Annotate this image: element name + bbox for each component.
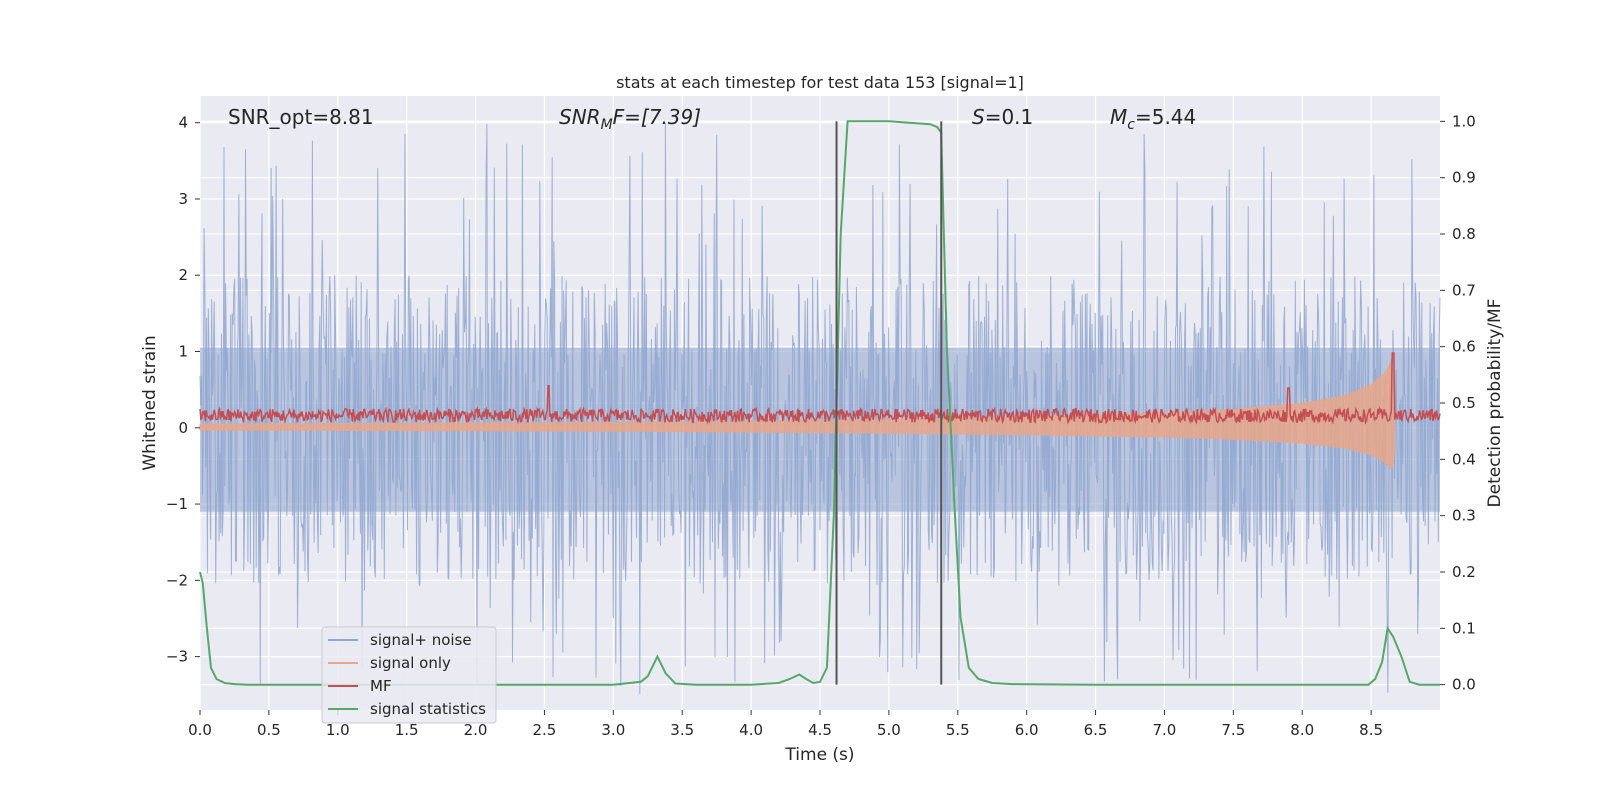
y-left-tick-label: 3 (178, 190, 188, 208)
y-right-tick-label: 0.4 (1452, 450, 1476, 468)
y-right-tick-label: 0.6 (1452, 338, 1476, 356)
annotation-snr-mf: SNRMF=[7.39] (559, 105, 701, 133)
chart-title: stats at each timestep for test data 153… (616, 73, 1024, 92)
x-tick-label: 0.0 (188, 721, 212, 739)
legend-label-signal-statistics: signal statistics (370, 700, 486, 718)
x-tick-label: 4.0 (739, 721, 763, 739)
legend: signal+ noise signal only MF signal stat… (321, 626, 497, 724)
x-axis-ticks: 0.0 0.5 1.0 1.5 2.0 2.5 3.0 3.5 4.0 4.5 5.0 5.5 6.0 6… (188, 710, 1383, 739)
y-right-tick-label: 0.5 (1452, 394, 1476, 412)
x-tick-label: 7.5 (1221, 721, 1245, 739)
annotation-mc-main: M (1110, 105, 1127, 129)
y-left-tick-label: 0 (178, 419, 188, 437)
x-tick-label: 5.0 (877, 721, 901, 739)
y-left-tick-label: 2 (178, 266, 188, 284)
legend-label-mf: MF (370, 677, 392, 695)
x-tick-label: 8.5 (1359, 721, 1383, 739)
legend-box (321, 626, 497, 724)
y-right-tick-label: 0.9 (1452, 169, 1476, 187)
y-axis-left-label: Whitened strain (140, 335, 160, 470)
y-left-tick-label: −3 (166, 648, 188, 666)
y-axis-right-label: Detection probability/MF (1485, 299, 1505, 508)
x-axis-label: Time (s) (784, 745, 854, 765)
y-axis-right-ticks: 1.0 0.9 0.8 0.7 0.6 0.5 0.4 0.3 0.2 0.1 0.0 (1440, 112, 1476, 694)
legend-label-signal-only: signal only (370, 654, 451, 672)
y-right-tick-label: 0.7 (1452, 281, 1476, 299)
y-left-tick-label: 1 (178, 343, 188, 361)
x-tick-label: 2.5 (533, 721, 557, 739)
annotation-s-main: S (972, 105, 985, 129)
y-left-tick-label: −1 (166, 495, 188, 513)
x-tick-label: 0.5 (257, 721, 281, 739)
y-right-tick-label: 0.3 (1452, 507, 1476, 525)
signal-statistics-line (199, 120, 1440, 686)
x-tick-label: 3.0 (601, 721, 625, 739)
x-tick-label: 6.5 (1084, 721, 1108, 739)
x-tick-label: 6.0 (1015, 721, 1039, 739)
vertical-markers (835, 121, 943, 685)
annotation-snr-mf-sub: M (601, 117, 613, 133)
x-tick-label: 3.5 (670, 721, 694, 739)
y-left-tick-label: 4 (178, 114, 188, 132)
annotation-snr-mf-main: SNR (559, 105, 601, 129)
annotation-snr-mf-rest: F=[7.39] (613, 105, 701, 129)
y-right-tick-label: 1.0 (1452, 112, 1476, 130)
x-tick-label: 1.0 (326, 721, 350, 739)
annotation-snr-opt: SNR_opt=8.81 (228, 105, 374, 129)
annotation-mc-rest: =5.44 (1135, 105, 1196, 129)
annotation-mc-sub: c (1127, 117, 1135, 133)
y-right-tick-label: 0.1 (1452, 619, 1476, 637)
y-right-tick-label: 0.0 (1452, 676, 1476, 694)
x-tick-label: 2.0 (464, 721, 488, 739)
x-tick-label: 8.0 (1290, 721, 1314, 739)
y-axis-left-ticks: 4 3 2 1 0 −1 −2 −3 (166, 114, 200, 666)
y-right-tick-label: 0.2 (1452, 563, 1476, 581)
x-tick-label: 4.5 (808, 721, 832, 739)
y-left-tick-label: −2 (166, 571, 188, 589)
y-right-tick-label: 0.8 (1452, 225, 1476, 243)
series-layer (199, 120, 1441, 695)
x-tick-label: 1.5 (395, 721, 419, 739)
mf-line (199, 352, 1441, 425)
x-tick-label: 5.5 (946, 721, 970, 739)
legend-label-signal-noise: signal+ noise (370, 631, 472, 649)
annotation-s-rest: =0.1 (985, 105, 1034, 129)
annotation-mc: Mc=5.44 (1110, 105, 1196, 133)
annotation-s: S=0.1 (972, 105, 1033, 129)
x-tick-label: 7.0 (1153, 721, 1177, 739)
